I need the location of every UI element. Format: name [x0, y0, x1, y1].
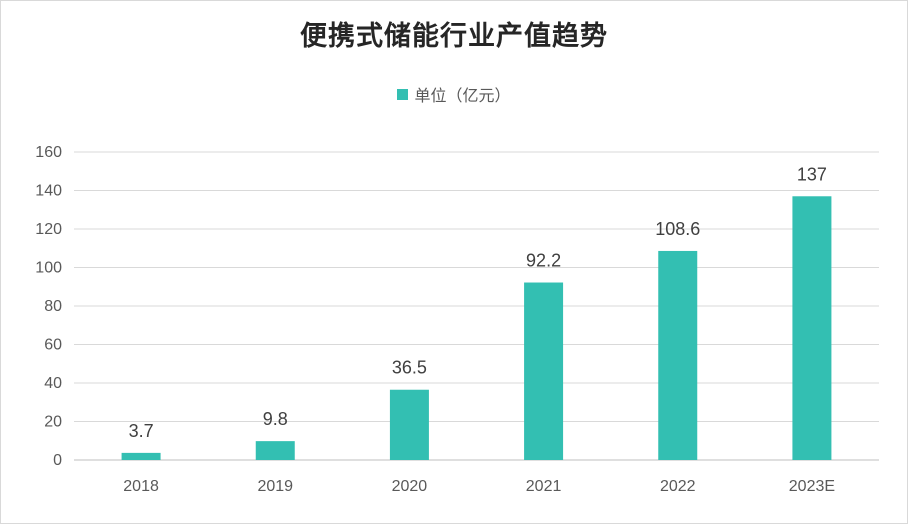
x-tick-label: 2021: [526, 478, 562, 495]
y-tick-label: 60: [44, 337, 62, 354]
bar: [792, 196, 832, 460]
bar: [121, 452, 161, 460]
legend-swatch: [397, 89, 409, 100]
y-tick-label: 0: [53, 452, 62, 469]
y-tick-label: 160: [35, 144, 62, 161]
x-tick-label: 2019: [257, 478, 293, 495]
bar: [524, 282, 564, 460]
y-tick-label: 80: [44, 298, 62, 315]
chart-title: 便携式储能行业产值趋势: [300, 21, 608, 52]
legend-label: 单位（亿元）: [414, 86, 511, 105]
y-tick-label: 100: [35, 260, 62, 277]
bar: [389, 389, 429, 460]
x-tick-label: 2023E: [789, 478, 835, 495]
data-label: 137: [797, 164, 827, 184]
x-tick-label: 2022: [660, 478, 696, 495]
y-tick-label: 120: [35, 221, 62, 238]
data-label: 92.2: [526, 251, 561, 271]
bar: [255, 441, 295, 460]
y-tick-label: 140: [35, 183, 62, 200]
chart-legend: 单位（亿元）: [0, 82, 908, 106]
data-label: 108.6: [655, 219, 700, 239]
y-tick-label: 40: [44, 375, 62, 392]
data-label: 36.5: [392, 358, 427, 378]
bar: [658, 250, 698, 460]
x-tick-label: 2020: [392, 478, 428, 495]
y-tick-label: 20: [44, 414, 62, 431]
data-label: 3.7: [129, 421, 154, 441]
data-label: 9.8: [263, 409, 288, 429]
x-tick-label: 2018: [123, 478, 159, 495]
